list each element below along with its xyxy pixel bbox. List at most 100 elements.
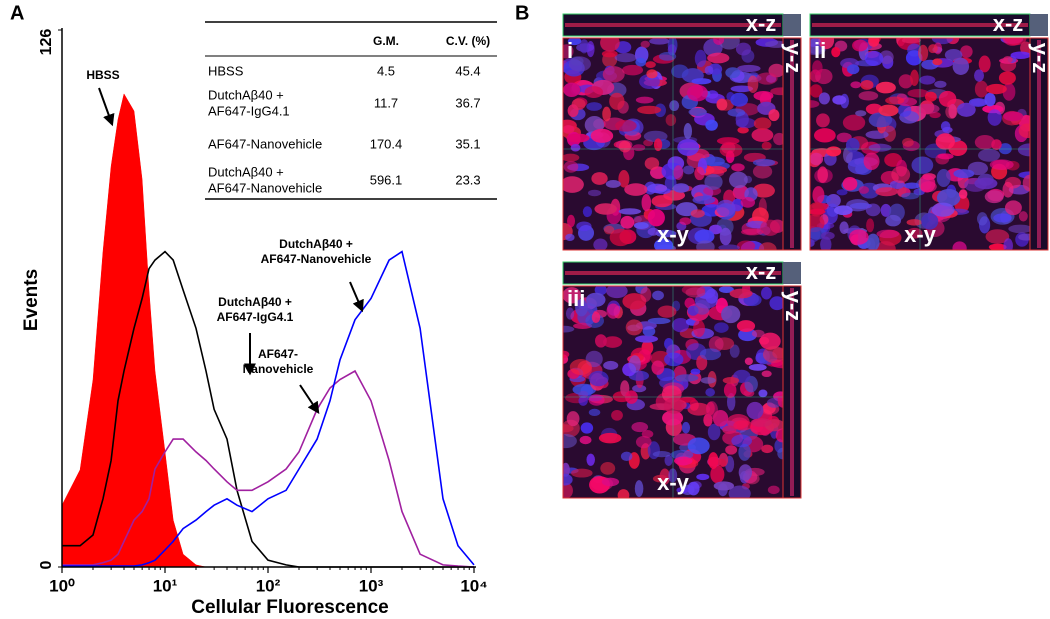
cell bbox=[568, 56, 591, 72]
cell bbox=[974, 80, 989, 98]
cell bbox=[673, 183, 690, 193]
cell bbox=[563, 287, 582, 304]
table-cell: HBSS bbox=[208, 63, 244, 78]
cell bbox=[707, 52, 730, 64]
cell bbox=[722, 377, 740, 384]
cell bbox=[621, 64, 644, 76]
cell bbox=[864, 50, 884, 67]
cell bbox=[675, 374, 699, 382]
cell bbox=[836, 132, 852, 143]
annotation-arrow bbox=[299, 384, 320, 414]
x-axis-label: Cellular Fluorescence bbox=[191, 597, 388, 618]
cell bbox=[777, 447, 783, 460]
cell bbox=[651, 195, 673, 208]
cell bbox=[723, 382, 737, 399]
cell bbox=[710, 465, 725, 484]
cell bbox=[563, 325, 575, 333]
micrograph: ii x-zy-z x-y bbox=[809, 11, 1050, 251]
cell bbox=[758, 242, 777, 250]
cell bbox=[565, 233, 575, 242]
cell bbox=[968, 98, 988, 107]
cell bbox=[683, 165, 695, 175]
cell bbox=[603, 225, 615, 235]
cell bbox=[683, 122, 693, 140]
cell bbox=[984, 92, 996, 107]
cell bbox=[635, 435, 652, 449]
cell bbox=[907, 88, 929, 98]
cell bbox=[603, 336, 623, 348]
cell bbox=[1010, 51, 1030, 59]
cell bbox=[563, 153, 580, 162]
annotation: AF647- bbox=[258, 347, 298, 361]
cell bbox=[839, 221, 849, 235]
cell bbox=[624, 183, 648, 196]
cell bbox=[752, 207, 769, 225]
cell bbox=[865, 203, 881, 217]
cell bbox=[586, 102, 602, 111]
cell bbox=[705, 288, 719, 304]
cell bbox=[988, 243, 1007, 250]
cell bbox=[606, 303, 620, 319]
cell bbox=[868, 38, 880, 47]
cell bbox=[863, 152, 880, 171]
cell bbox=[810, 100, 820, 108]
cell bbox=[566, 133, 590, 143]
cell bbox=[753, 117, 772, 130]
image-label: iii bbox=[567, 286, 585, 311]
panel-label: B bbox=[515, 2, 529, 24]
table-cell: AF647-Nanovehicle bbox=[208, 136, 322, 151]
cell bbox=[960, 45, 973, 58]
cell bbox=[984, 190, 1004, 204]
cell bbox=[706, 401, 718, 420]
cell bbox=[866, 218, 875, 233]
cell bbox=[563, 44, 574, 59]
cell bbox=[836, 189, 848, 196]
cell bbox=[575, 299, 588, 317]
cell bbox=[647, 227, 660, 236]
cell bbox=[644, 157, 660, 170]
cell bbox=[691, 78, 712, 85]
cell bbox=[735, 42, 752, 56]
cell bbox=[600, 461, 616, 475]
cell bbox=[586, 292, 606, 307]
cell bbox=[935, 133, 955, 150]
x-tick-label: 10² bbox=[256, 576, 281, 595]
cell bbox=[885, 96, 905, 105]
cell bbox=[569, 358, 592, 375]
table-header: G.M. bbox=[373, 34, 399, 48]
cell bbox=[692, 195, 716, 205]
cell bbox=[906, 227, 923, 239]
cell bbox=[603, 360, 619, 370]
cell bbox=[609, 228, 632, 247]
cell bbox=[936, 188, 961, 207]
table-cell: 36.7 bbox=[455, 95, 480, 110]
table-cell: 11.7 bbox=[374, 95, 398, 110]
cell bbox=[628, 355, 641, 373]
cell bbox=[618, 170, 630, 188]
cell bbox=[945, 104, 958, 119]
cell bbox=[618, 140, 631, 153]
cell bbox=[578, 390, 589, 399]
cell bbox=[708, 452, 719, 470]
cell bbox=[1005, 200, 1022, 216]
cell bbox=[876, 229, 900, 239]
cell bbox=[842, 177, 858, 191]
cell bbox=[758, 389, 768, 398]
cell bbox=[883, 125, 896, 142]
cell bbox=[602, 66, 625, 83]
cell bbox=[812, 60, 823, 76]
cell bbox=[694, 49, 707, 68]
cell bbox=[590, 128, 614, 143]
cell bbox=[614, 52, 637, 63]
cell bbox=[631, 422, 649, 433]
cell bbox=[731, 434, 753, 448]
cell bbox=[566, 411, 580, 427]
cell bbox=[1018, 233, 1030, 241]
cell bbox=[641, 193, 652, 212]
xz-label: x-z bbox=[993, 11, 1024, 36]
cell bbox=[727, 108, 746, 117]
cell bbox=[985, 83, 1007, 95]
cell bbox=[978, 148, 1001, 162]
